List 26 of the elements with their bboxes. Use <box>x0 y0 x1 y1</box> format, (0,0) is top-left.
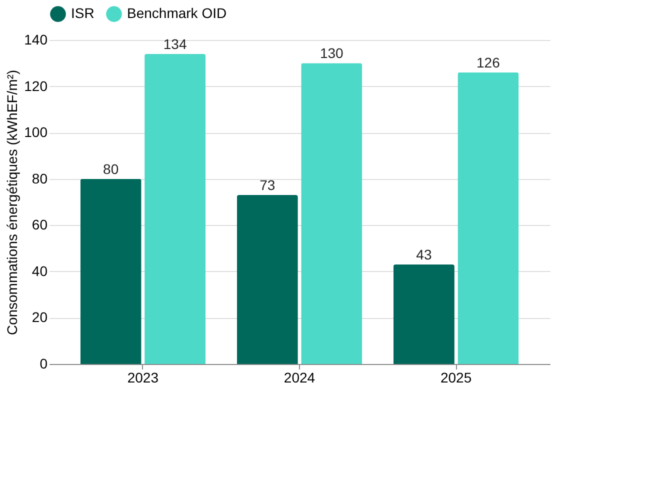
y-tick-label: 20 <box>32 309 48 326</box>
y-tick-label: 120 <box>24 78 48 94</box>
bar <box>458 72 519 364</box>
y-tick-label: 40 <box>32 262 48 279</box>
bar <box>144 54 206 364</box>
y-axis-title: Consommations énergétiques (kWhEF/m²) <box>4 70 20 336</box>
y-tick-label: 80 <box>32 170 48 186</box>
bar <box>236 195 298 364</box>
data-label: 134 <box>163 36 187 52</box>
y-tick-label: 60 <box>32 216 48 233</box>
legend-label: ISR <box>71 5 94 22</box>
y-tick-label: 100 <box>24 124 48 140</box>
x-tick-label: 2023 <box>127 370 159 386</box>
data-label: 130 <box>320 45 344 62</box>
x-tick-label: 2024 <box>284 370 316 386</box>
bar <box>301 63 362 364</box>
data-label: 126 <box>476 54 500 70</box>
bar <box>80 178 142 364</box>
x-tick-label: 2025 <box>440 370 472 386</box>
legend-label: Benchmark OID <box>127 5 227 22</box>
bar <box>393 264 454 364</box>
data-label: 73 <box>260 177 276 194</box>
data-label: 43 <box>416 246 432 262</box>
data-label: 80 <box>103 160 119 177</box>
y-tick-label: 0 <box>40 356 48 372</box>
y-tick-label: 140 <box>24 32 48 48</box>
